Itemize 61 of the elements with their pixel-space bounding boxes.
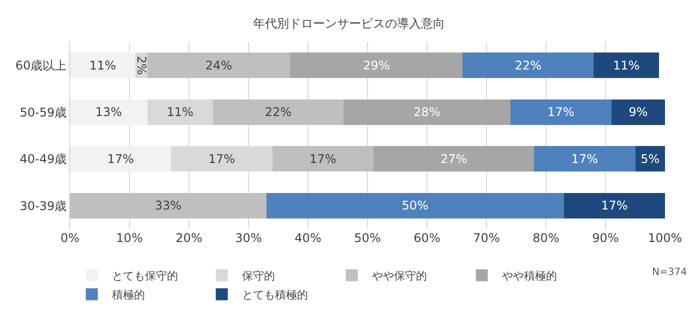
x-tick-label: 100% (648, 231, 682, 245)
x-tick-label: 30% (235, 231, 262, 245)
data-label: 29% (363, 58, 390, 72)
x-tick-label: 90% (592, 231, 619, 245)
text: N=374 (652, 267, 687, 278)
x-tick-label: 60% (414, 231, 440, 245)
bar (266, 192, 564, 218)
y-tick-label: 50-59歳 (20, 105, 67, 120)
x-tick-label: 70% (473, 231, 500, 245)
bar (70, 99, 148, 125)
data-label: 22% (264, 105, 292, 120)
x-tick-label: 20% (176, 231, 202, 245)
x-tick-label: 10% (116, 231, 143, 245)
bar (70, 52, 136, 78)
data-label: 11% (89, 58, 116, 72)
x-tick-label: 80% (532, 231, 560, 245)
legend-label: とても積極的 (242, 288, 308, 302)
data-label: 11% (166, 105, 194, 120)
data-label: 28% (414, 105, 440, 120)
legend-label: やや積極的 (502, 270, 557, 283)
data-label: 13% (95, 105, 122, 120)
data-label: 9% (628, 105, 648, 120)
bar (373, 146, 534, 172)
data-label: 17% (571, 152, 598, 166)
legend-label: とても保守的 (112, 270, 178, 283)
bar (534, 146, 636, 172)
bar (611, 99, 665, 125)
data-label: 2% (134, 56, 148, 75)
bar (212, 99, 344, 125)
data-label: 11% (612, 58, 640, 72)
legend-label: やや保守的 (372, 270, 427, 283)
bar (344, 99, 510, 125)
bar (70, 146, 172, 172)
x-tick-label: 40% (294, 231, 322, 245)
data-label: 17% (208, 152, 236, 166)
y-tick-label: 30-39歳 (20, 198, 67, 213)
bar (510, 99, 612, 125)
bar (70, 192, 266, 218)
data-label: 17% (601, 198, 628, 213)
data-label: 27% (440, 152, 468, 166)
x-tick-label: 50% (354, 231, 381, 245)
data-label: 17% (310, 152, 336, 166)
data-label: 17% (107, 152, 134, 166)
bar (290, 52, 463, 78)
data-label: 50% (402, 198, 428, 213)
data-label: 22% (514, 58, 542, 72)
y-tick-label: 40-49歳 (20, 152, 67, 166)
bar (272, 146, 374, 172)
legend-label: 保守的 (242, 270, 275, 283)
data-label: 17% (548, 105, 574, 120)
data-label: 5% (640, 152, 660, 166)
bar (564, 192, 665, 218)
bar (462, 52, 594, 78)
bar (594, 52, 660, 78)
chart-title: 年代別ドローンサービスの導入意向 (253, 16, 445, 31)
bar (147, 52, 290, 78)
legend-label: 積極的 (112, 288, 145, 302)
data-label: 24% (205, 58, 232, 72)
x-tick-label: 0% (60, 231, 80, 245)
y-tick-label: 60歳以上 (15, 58, 67, 73)
data-label: 33% (154, 198, 182, 213)
